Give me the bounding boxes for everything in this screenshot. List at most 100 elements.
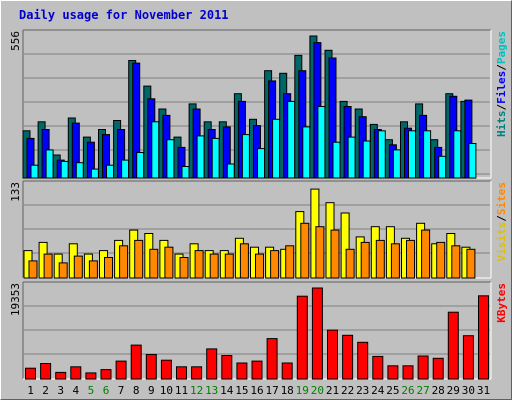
- x-tick-label: 26: [401, 384, 414, 397]
- bar-sites: [330, 229, 340, 279]
- x-tick-label: 27: [416, 384, 429, 397]
- bar-kbytes: [191, 366, 203, 380]
- max-value-label: 19353: [9, 283, 22, 316]
- legend-separator: /: [495, 104, 508, 111]
- bar-pages: [468, 143, 477, 179]
- x-tick-label: 29: [447, 384, 460, 397]
- bar-pages: [106, 164, 114, 179]
- bar-sites: [179, 257, 189, 279]
- x-tick-label: 11: [175, 384, 188, 397]
- bar-pages: [121, 159, 130, 179]
- bar-kbytes: [478, 295, 489, 380]
- bar-kbytes: [327, 329, 338, 380]
- bar-sites: [28, 260, 38, 279]
- bar-kbytes: [251, 360, 263, 380]
- bar-kbytes: [266, 338, 278, 380]
- bar-kbytes: [85, 372, 97, 380]
- bar-sites: [436, 241, 446, 279]
- bar-kbytes: [402, 365, 414, 380]
- x-tick-label: 6: [103, 384, 110, 397]
- bar-pages: [423, 130, 432, 179]
- bar-kbytes: [55, 371, 67, 380]
- x-tick-label: 12: [190, 384, 203, 397]
- bar-sites: [421, 229, 431, 279]
- bar-pages: [362, 140, 371, 179]
- bar-kbytes: [236, 362, 248, 380]
- bar-sites: [466, 248, 476, 279]
- bar-pages: [226, 163, 235, 179]
- bar-kbytes: [447, 311, 459, 380]
- legend-entry: Visits: [495, 222, 508, 262]
- x-tick-label: 13: [205, 384, 218, 397]
- bar-pages: [272, 118, 281, 179]
- legend-entry: Hits: [495, 111, 508, 138]
- legend-entry: Sites: [495, 182, 508, 215]
- bar-kbytes: [206, 348, 218, 380]
- legend: Hits/Files/Pages: [495, 31, 508, 137]
- bar-sites: [360, 241, 370, 279]
- bar-sites: [239, 243, 249, 279]
- x-tick-label: 22: [341, 384, 354, 397]
- bar-sites: [88, 260, 98, 279]
- bar-pages: [196, 135, 205, 179]
- bar-sites: [194, 250, 204, 279]
- legend-separator: /: [495, 215, 508, 222]
- bar-sites: [406, 239, 415, 279]
- bar-kbytes: [372, 355, 384, 380]
- x-tick-label: 23: [356, 384, 369, 397]
- x-tick-label: 2: [42, 384, 49, 397]
- legend: Visits/Sites: [495, 182, 508, 262]
- bar-kbytes: [160, 359, 172, 380]
- legend-separator: /: [495, 64, 508, 71]
- x-tick-label: 30: [462, 384, 475, 397]
- bar-pages: [45, 149, 54, 179]
- bar-sites: [58, 262, 68, 279]
- bar-pages: [302, 126, 311, 179]
- bar-pages: [151, 121, 160, 179]
- bar-kbytes: [70, 366, 82, 380]
- bar-pages: [257, 148, 265, 179]
- bar-sites: [285, 245, 295, 279]
- bar-pages: [181, 166, 190, 179]
- bar-sites: [43, 253, 53, 279]
- bar-kbytes: [296, 295, 308, 380]
- x-tick-label: 18: [281, 384, 294, 397]
- x-tick-label: 19: [296, 384, 309, 397]
- bar-kbytes: [130, 344, 142, 380]
- bar-sites: [134, 239, 144, 279]
- x-tick-label: 17: [265, 384, 278, 397]
- x-tick-label: 5: [88, 384, 95, 397]
- bar-sites: [209, 253, 219, 279]
- bar-kbytes: [387, 365, 399, 380]
- bar-pages: [241, 134, 250, 179]
- x-tick-label: 14: [220, 384, 234, 397]
- bar-pages: [287, 100, 296, 179]
- bar-kbytes: [311, 287, 323, 380]
- bar-kbytes: [176, 366, 187, 380]
- x-tick-label: 4: [72, 384, 79, 397]
- bar-sites: [315, 226, 325, 279]
- x-tick-label: 9: [148, 384, 155, 397]
- bar-sites: [149, 248, 159, 279]
- bar-visits: [340, 212, 350, 279]
- legend: KBytes: [495, 283, 508, 323]
- legend-entry: Files: [495, 71, 508, 104]
- bar-pages: [438, 155, 447, 179]
- bar-kbytes: [115, 360, 127, 380]
- x-tick-label: 7: [118, 384, 125, 397]
- bar-kbytes: [221, 355, 233, 380]
- bar-kbytes: [40, 363, 52, 380]
- bar-kbytes: [145, 354, 157, 380]
- bar-sites: [345, 248, 355, 279]
- x-tick-label: 10: [160, 384, 173, 397]
- bar-pages: [332, 141, 341, 179]
- max-value-label: 133: [9, 182, 22, 202]
- bar-sites: [375, 239, 385, 279]
- x-tick-label: 25: [386, 384, 399, 397]
- bar-pages: [408, 130, 416, 179]
- chart-title: Daily usage for November 2011: [19, 8, 229, 22]
- bar-sites: [390, 243, 400, 279]
- bar-kbytes: [417, 355, 429, 380]
- bar-pages: [75, 162, 84, 179]
- x-tick-label: 21: [326, 384, 339, 397]
